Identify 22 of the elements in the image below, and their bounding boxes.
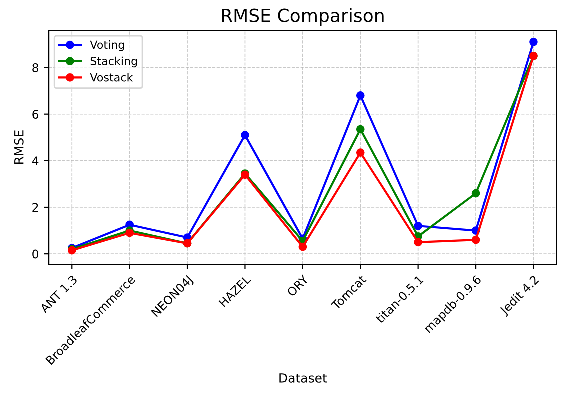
x-axis-title: Dataset: [280, 374, 328, 383]
legend-label: Stacking: [90, 56, 138, 68]
y-tick-label: 0: [32, 250, 39, 259]
point: [530, 38, 538, 46]
point: [356, 125, 365, 134]
y-tick-label: 6: [32, 110, 39, 120]
point: [472, 236, 480, 244]
point: [241, 131, 250, 140]
point: [356, 92, 365, 100]
point: [414, 222, 422, 230]
y-tick-label: 4: [32, 156, 39, 166]
chart-title: RMSE Comparison: [222, 8, 384, 26]
y-tick-label: 8: [32, 64, 39, 72]
point: [356, 148, 365, 157]
point: [298, 242, 308, 252]
legend-label: Voting: [90, 40, 124, 52]
point: [472, 189, 480, 198]
legend-label: Vostack: [90, 73, 134, 82]
y-tick-label: 2: [32, 203, 38, 212]
y-axis-title: RMSE: [14, 130, 24, 164]
point: [414, 238, 422, 247]
point: [126, 228, 134, 238]
